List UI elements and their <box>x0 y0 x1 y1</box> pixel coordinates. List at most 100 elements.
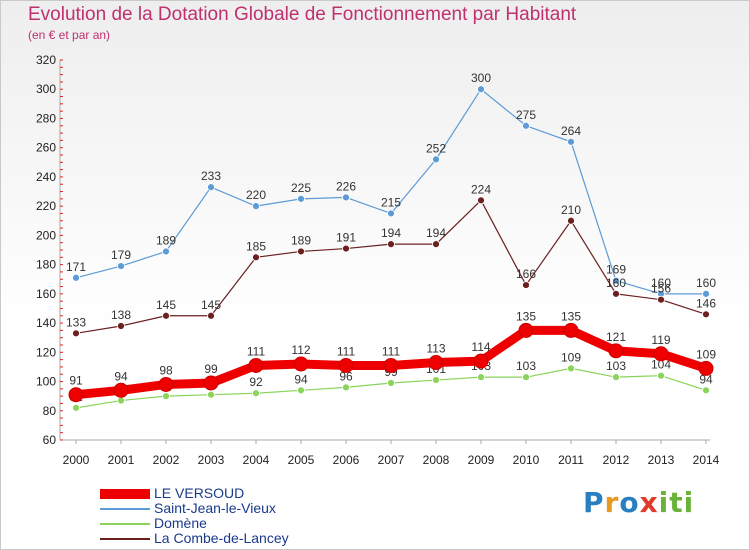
data-label-la-combe-de-lancey: 189 <box>291 233 311 247</box>
data-label-la-combe-de-lancey: 138 <box>111 308 131 322</box>
x-tick-label: 2002 <box>153 453 180 467</box>
data-point-le-versoud <box>653 346 669 362</box>
y-tick-label: 120 <box>36 345 56 359</box>
y-tick-label: 280 <box>36 111 56 125</box>
data-point-dom-ne <box>432 376 440 384</box>
data-point-le-versoud <box>158 376 174 392</box>
data-point-dom-ne <box>72 403 80 412</box>
data-point-la-combe-de-lancey <box>612 289 620 298</box>
x-tick-label: 2010 <box>513 453 540 467</box>
data-label-dom-ne: 109 <box>561 350 581 364</box>
x-tick-label: 2009 <box>468 453 495 467</box>
logo-letter: P <box>583 486 605 519</box>
data-point-saint-jean-le-vieux <box>162 247 170 256</box>
legend-item: La Combe-de-Lancey <box>100 531 289 546</box>
y-tick-label: 60 <box>43 433 57 447</box>
data-label-dom-ne: 94 <box>699 372 713 386</box>
data-point-saint-jean-le-vieux <box>432 155 440 164</box>
data-point-saint-jean-le-vieux <box>522 121 530 130</box>
y-tick-label: 220 <box>36 199 56 213</box>
legend-item: LE VERSOUD <box>100 486 289 501</box>
data-label-le-versoud: 112 <box>291 343 310 357</box>
proxiti-logo: Proxiti <box>583 486 694 519</box>
data-point-la-combe-de-lancey <box>297 247 305 256</box>
data-label-le-versoud: 114 <box>471 340 490 354</box>
logo-letter: r <box>604 486 620 519</box>
x-tick-label: 2006 <box>333 453 360 467</box>
data-label-saint-jean-le-vieux: 233 <box>201 169 221 183</box>
data-label-saint-jean-le-vieux: 220 <box>246 188 266 202</box>
x-tick-label: 2013 <box>648 453 675 467</box>
y-tick-label: 80 <box>43 404 57 418</box>
data-point-le-versoud <box>518 322 534 338</box>
data-point-saint-jean-le-vieux <box>117 262 125 270</box>
data-point-le-versoud <box>293 356 309 372</box>
data-label-la-combe-de-lancey: 185 <box>246 239 266 253</box>
y-tick-label: 260 <box>36 141 56 155</box>
data-point-saint-jean-le-vieux <box>72 273 80 282</box>
data-point-saint-jean-le-vieux <box>702 289 710 298</box>
data-label-dom-ne: 103 <box>606 359 626 373</box>
data-label-la-combe-de-lancey: 194 <box>381 226 401 240</box>
data-label-saint-jean-le-vieux: 252 <box>426 141 446 155</box>
logo-letter: t <box>669 486 684 519</box>
data-label-saint-jean-le-vieux: 275 <box>516 108 536 122</box>
data-label-la-combe-de-lancey: 194 <box>426 226 446 240</box>
data-point-saint-jean-le-vieux <box>252 202 260 211</box>
data-point-dom-ne <box>297 386 305 395</box>
data-point-dom-ne <box>117 396 125 405</box>
data-point-dom-ne <box>567 364 575 373</box>
legend-swatch <box>100 537 150 540</box>
data-label-la-combe-de-lancey: 146 <box>696 296 716 310</box>
x-tick-label: 2000 <box>63 453 90 467</box>
legend-swatch <box>100 488 150 499</box>
y-tick-label: 240 <box>36 170 56 184</box>
x-tick-label: 2003 <box>198 453 225 467</box>
data-label-le-versoud: 121 <box>606 330 626 344</box>
data-point-la-combe-de-lancey <box>702 310 710 319</box>
data-label-saint-jean-le-vieux: 169 <box>606 263 626 277</box>
data-point-dom-ne <box>522 373 530 382</box>
data-label-le-versoud: 111 <box>247 344 266 358</box>
data-label-le-versoud: 135 <box>516 309 536 323</box>
data-point-saint-jean-le-vieux <box>567 137 575 146</box>
data-point-la-combe-de-lancey <box>342 244 350 253</box>
data-label-saint-jean-le-vieux: 179 <box>111 248 131 262</box>
y-tick-label: 160 <box>36 287 56 301</box>
data-label-le-versoud: 98 <box>159 363 173 377</box>
data-point-saint-jean-le-vieux <box>297 194 305 203</box>
data-label-dom-ne: 96 <box>339 369 353 383</box>
data-point-saint-jean-le-vieux <box>342 193 350 202</box>
data-label-saint-jean-le-vieux: 226 <box>336 179 356 193</box>
data-point-le-versoud <box>563 322 579 338</box>
x-tick-label: 2012 <box>603 453 630 467</box>
y-tick-label: 200 <box>36 228 56 242</box>
legend-item: Saint-Jean-le-Vieux <box>100 501 289 516</box>
data-point-le-versoud <box>473 353 489 369</box>
data-point-le-versoud <box>68 387 84 403</box>
data-label-le-versoud: 113 <box>426 342 445 356</box>
data-point-le-versoud <box>428 355 444 371</box>
data-label-le-versoud: 135 <box>561 309 581 323</box>
x-tick-label: 2004 <box>243 453 270 467</box>
data-label-saint-jean-le-vieux: 225 <box>291 181 311 195</box>
data-label-la-combe-de-lancey: 145 <box>156 298 176 312</box>
data-label-la-combe-de-lancey: 145 <box>201 298 221 312</box>
legend: LE VERSOUD Saint-Jean-le-Vieux Domène La Co… <box>100 486 289 546</box>
data-label-le-versoud: 94 <box>114 369 128 383</box>
legend-label: Domène <box>154 515 207 532</box>
data-label-dom-ne: 92 <box>249 375 263 389</box>
y-tick-label: 300 <box>36 82 56 96</box>
data-label-le-versoud: 91 <box>69 374 83 388</box>
x-tick-label: 2008 <box>423 453 450 467</box>
data-label-saint-jean-le-vieux: 160 <box>651 276 671 290</box>
data-point-la-combe-de-lancey <box>387 240 395 249</box>
data-label-saint-jean-le-vieux: 215 <box>381 195 401 209</box>
legend-swatch <box>100 507 150 510</box>
data-point-la-combe-de-lancey <box>567 216 575 225</box>
data-label-la-combe-de-lancey: 166 <box>516 267 536 281</box>
data-label-saint-jean-le-vieux: 171 <box>66 260 86 274</box>
data-label-le-versoud: 119 <box>651 333 670 347</box>
